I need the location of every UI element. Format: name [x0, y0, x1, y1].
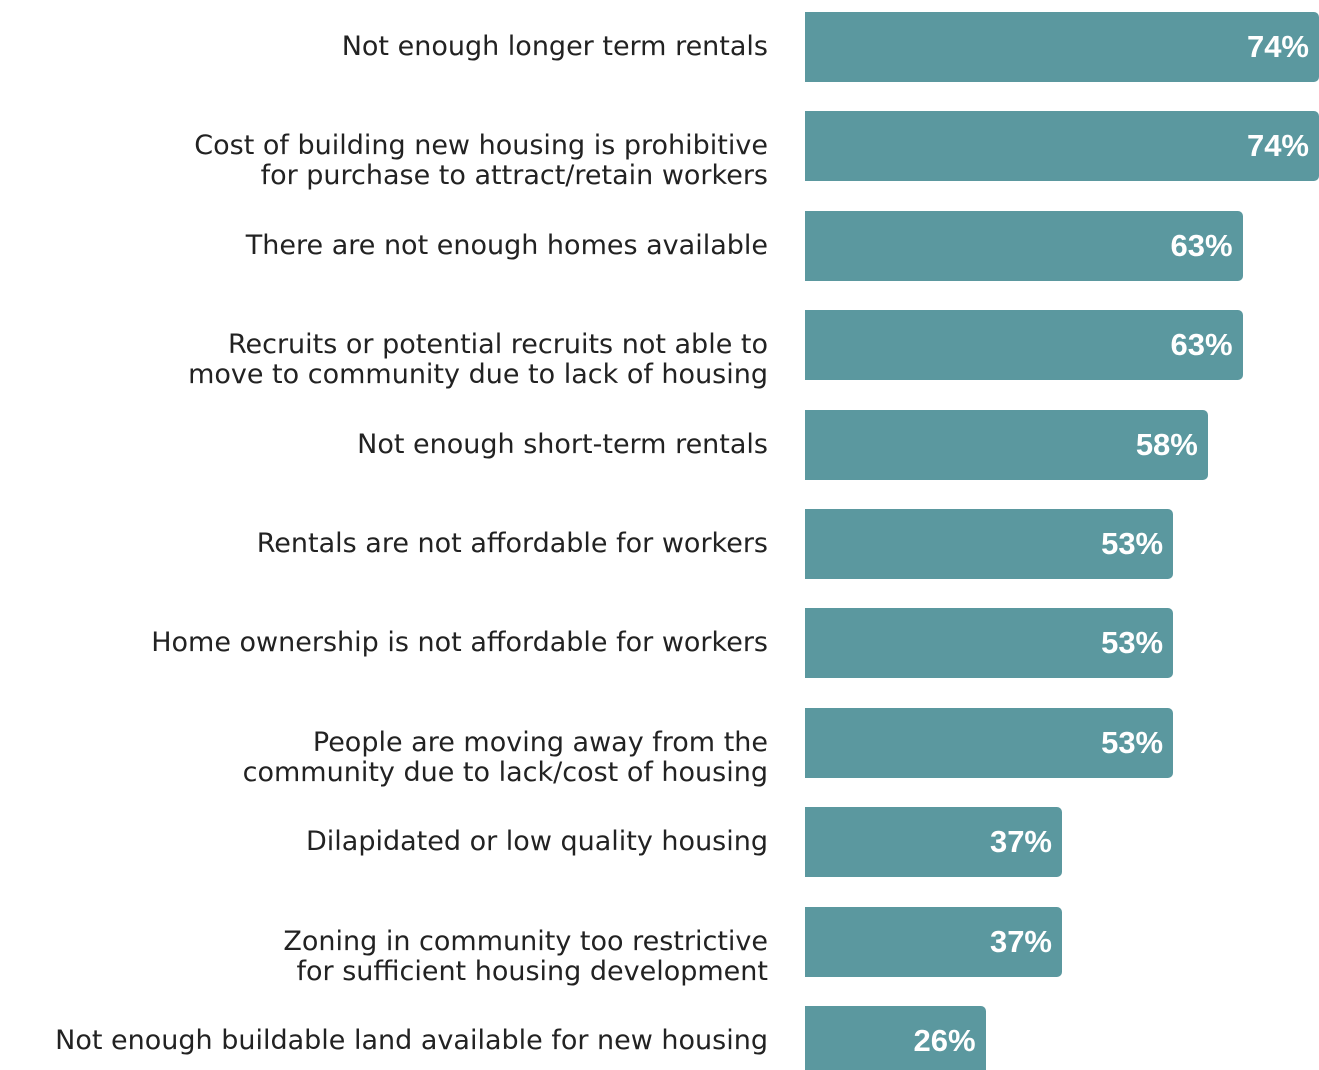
- value-label: 37%: [989, 824, 1052, 860]
- category-label: Dilapidated or low quality housing: [306, 826, 768, 858]
- value-label: 53%: [1101, 724, 1164, 760]
- category-label: There are not enough homes available: [245, 229, 768, 261]
- value-label: 63%: [1170, 227, 1233, 263]
- value-label: 58%: [1135, 426, 1198, 462]
- value-label: 53%: [1101, 625, 1164, 661]
- value-label: 74%: [1246, 128, 1309, 164]
- category-label: Zoning in community too restrictive for …: [283, 925, 768, 987]
- bar: [805, 310, 1243, 381]
- category-label: Not enough short-term rentals: [357, 428, 768, 460]
- category-label: Recruits or potential recruits not able …: [188, 329, 768, 391]
- bar: [805, 608, 1174, 679]
- bar: [805, 707, 1174, 778]
- category-label: Cost of building new housing is prohibit…: [194, 130, 768, 192]
- value-label: 63%: [1170, 327, 1233, 363]
- bar: [805, 906, 1062, 977]
- category-label: Home ownership is not affordable for wor…: [151, 627, 768, 659]
- bar: [805, 807, 1062, 878]
- value-label: 74%: [1246, 29, 1309, 64]
- category-label: Not enough buildable land available for …: [55, 1025, 768, 1056]
- bar: [805, 409, 1208, 480]
- bar: [805, 1006, 986, 1070]
- bar: [805, 509, 1174, 579]
- value-label: 26%: [913, 1023, 976, 1058]
- category-label: People are moving away from the communit…: [242, 726, 768, 788]
- bar: [805, 111, 1319, 182]
- value-label: 53%: [1101, 526, 1164, 561]
- category-label: Rentals are not affordable for workers: [256, 528, 768, 559]
- bar: [805, 12, 1319, 82]
- value-label: 37%: [989, 923, 1052, 959]
- bar: [805, 210, 1243, 281]
- category-label: Not enough longer term rentals: [341, 31, 768, 62]
